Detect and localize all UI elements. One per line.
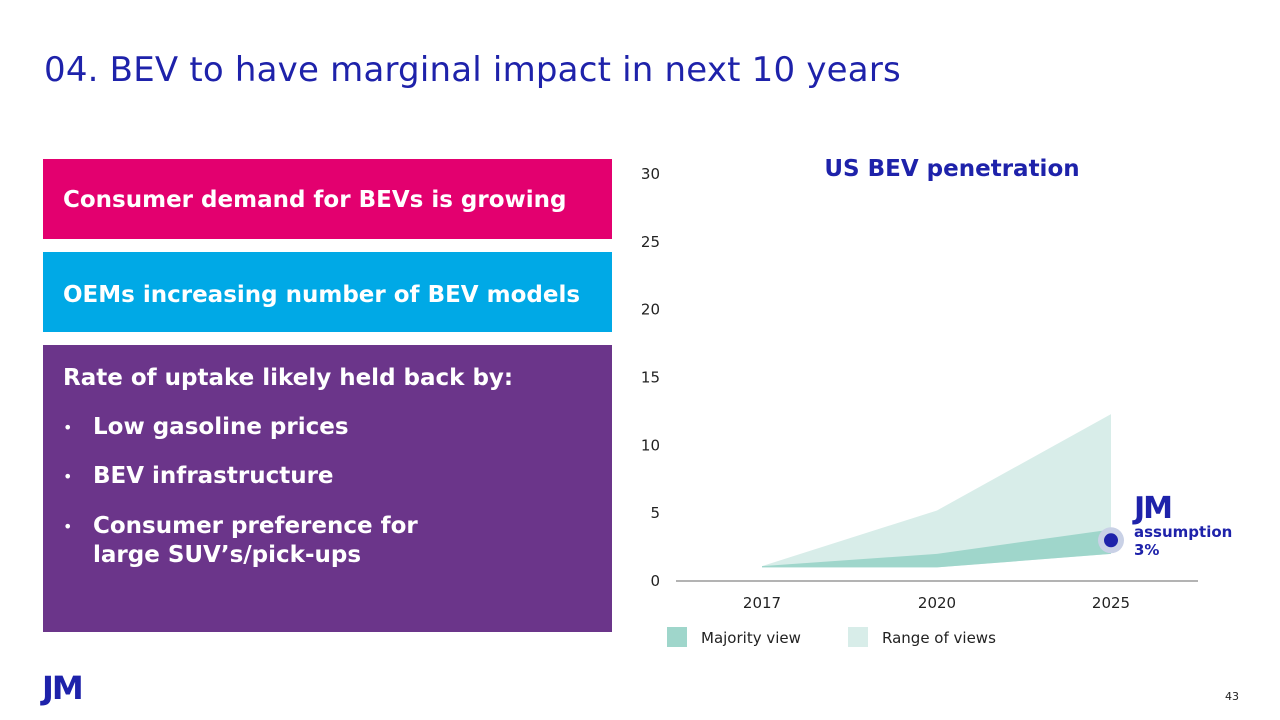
annotation-label: assumption	[1134, 523, 1232, 541]
x-tick-label: 2025	[1092, 594, 1130, 612]
y-tick-label: 15	[641, 369, 660, 387]
y-tick-label: 30	[641, 165, 660, 183]
y-tick-label: 5	[650, 504, 660, 522]
uptake-constraints-heading: Rate of uptake likely held back by:	[63, 365, 514, 391]
oem-models-label: OEMs increasing number of BEV models	[63, 282, 581, 308]
legend-label-range: Range of views	[882, 629, 996, 647]
bullet-item: • BEV infrastructure	[63, 462, 418, 491]
annotation-value: 3%	[1134, 541, 1159, 559]
range-of-views-band	[762, 414, 1111, 568]
x-tick-label: 2020	[918, 594, 956, 612]
y-tick-label: 25	[641, 233, 660, 251]
annotation-jm-logo: JM	[1132, 491, 1171, 526]
bullet-item: • Low gasoline prices	[63, 413, 418, 442]
chart-title: US BEV penetration	[824, 156, 1079, 182]
oem-models-box: OEMs increasing number of BEV models	[43, 252, 612, 332]
y-tick-label: 10	[641, 436, 660, 454]
consumer-demand-label: Consumer demand for BEVs is growing	[63, 187, 567, 213]
bullet-text: Consumer preference for large SUV’s/pick…	[93, 513, 418, 568]
bullet-item: • Consumer preference for large SUV’s/pi…	[63, 512, 418, 570]
legend-swatch-majority	[667, 627, 687, 647]
x-tick-label: 2017	[743, 594, 781, 612]
bullet-text: BEV infrastructure	[93, 463, 334, 489]
y-tick-label: 0	[650, 572, 660, 590]
page-number: 43	[1225, 690, 1239, 703]
bullet-dot-icon: •	[63, 467, 73, 486]
majority-view-band	[762, 529, 1111, 568]
consumer-demand-box: Consumer demand for BEVs is growing	[43, 159, 612, 239]
bullet-dot-icon: •	[63, 517, 73, 536]
assumption-marker	[1104, 533, 1118, 548]
bullet-dot-icon: •	[63, 418, 73, 437]
legend-label-majority: Majority view	[701, 629, 801, 647]
uptake-constraints-list: • Low gasoline prices • BEV infrastructu…	[63, 413, 418, 570]
y-tick-label: 20	[641, 301, 660, 319]
slide-title: 04. BEV to have marginal impact in next …	[44, 50, 901, 90]
legend-swatch-range	[848, 627, 868, 647]
jm-logo: JM	[42, 669, 84, 707]
bullet-text: Low gasoline prices	[93, 414, 349, 440]
uptake-constraints-box: Rate of uptake likely held back by: • Lo…	[43, 345, 612, 632]
